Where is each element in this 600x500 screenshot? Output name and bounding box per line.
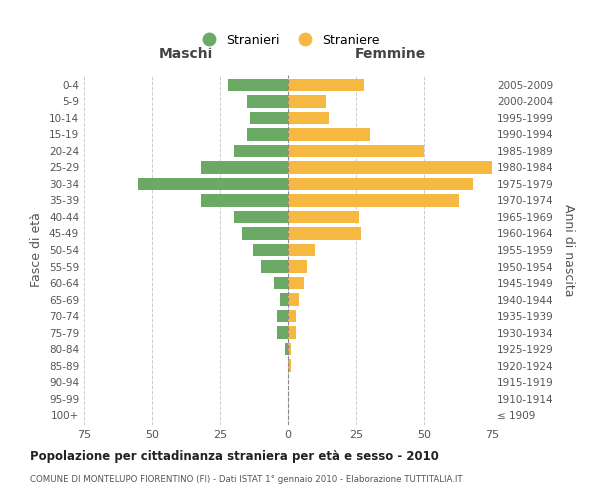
Bar [274, 277, 288, 289]
Bar [233, 145, 288, 157]
Bar [288, 78, 364, 91]
Text: Femmine: Femmine [355, 47, 425, 61]
Text: Popolazione per cittadinanza straniera per età e sesso - 2010: Popolazione per cittadinanza straniera p… [30, 450, 439, 463]
Bar [288, 228, 361, 239]
Bar [288, 112, 329, 124]
Text: Maschi: Maschi [159, 47, 213, 61]
Bar [201, 162, 288, 173]
Bar [288, 128, 370, 140]
Bar [288, 294, 299, 306]
Bar [288, 310, 296, 322]
Bar [288, 95, 326, 108]
Bar [228, 78, 288, 91]
Bar [277, 310, 288, 322]
Bar [288, 194, 460, 206]
Bar [288, 211, 359, 223]
Bar [250, 112, 288, 124]
Bar [233, 211, 288, 223]
Y-axis label: Anni di nascita: Anni di nascita [562, 204, 575, 296]
Bar [288, 360, 291, 372]
Bar [288, 244, 315, 256]
Bar [201, 194, 288, 206]
Bar [280, 294, 288, 306]
Bar [247, 128, 288, 140]
Bar [288, 277, 304, 289]
Bar [288, 162, 492, 173]
Y-axis label: Fasce di età: Fasce di età [31, 212, 43, 288]
Bar [288, 145, 424, 157]
Bar [261, 260, 288, 272]
Bar [288, 326, 296, 338]
Bar [288, 178, 473, 190]
Bar [253, 244, 288, 256]
Bar [277, 326, 288, 338]
Legend: Stranieri, Straniere: Stranieri, Straniere [191, 28, 385, 52]
Bar [139, 178, 288, 190]
Bar [288, 343, 291, 355]
Text: COMUNE DI MONTELUPO FIORENTINO (FI) - Dati ISTAT 1° gennaio 2010 - Elaborazione : COMUNE DI MONTELUPO FIORENTINO (FI) - Da… [30, 475, 463, 484]
Bar [288, 260, 307, 272]
Bar [247, 95, 288, 108]
Bar [242, 228, 288, 239]
Bar [285, 343, 288, 355]
